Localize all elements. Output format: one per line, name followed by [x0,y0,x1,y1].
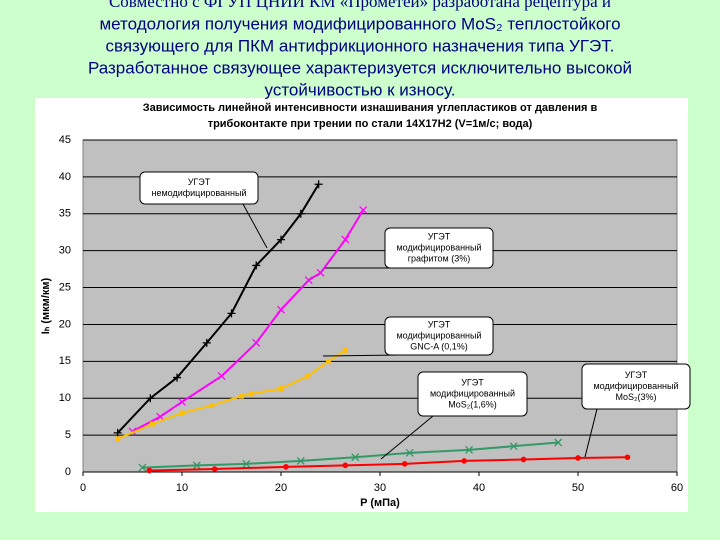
y-tick-label: 45 [59,134,71,146]
callout-box [384,316,494,356]
callout-text: MoS₂(3%) [615,392,656,402]
point [277,235,285,244]
callout-text: УГЭТ [625,370,648,380]
point [296,209,305,218]
x-tick-label: 0 [80,482,86,494]
callout-text: модифицированный [396,330,481,340]
point [278,386,284,392]
callout-text: MoS₂(1,6%) [448,399,497,409]
point [624,454,631,461]
slide-text: Совместно с ФГУП ЦНИИ КМ «Прометей» разр… [109,0,611,11]
point [252,338,261,347]
point [238,393,244,399]
point [211,466,218,472]
callout-text: GNC-A (0,1%) [410,341,468,351]
point [277,305,285,314]
y-tick-label: 25 [59,281,71,293]
point [113,428,122,437]
point [248,391,254,397]
point [316,268,325,277]
point [149,421,155,427]
point [178,397,186,406]
point [351,453,360,462]
chart-title: трибоконтакте при трении по стали 14Х17Н… [208,118,533,130]
line [117,349,346,440]
y-axis-label: Iₕ (мкм/км) [40,277,52,334]
slide-text: связующего для ПКМ антифрикционного назн… [105,36,614,55]
point [465,445,474,454]
line [132,209,365,433]
callout-box [139,171,259,205]
point [252,261,261,270]
point [341,235,350,244]
y-tick-label: 40 [59,171,71,183]
point [461,458,467,464]
point [342,462,349,469]
y-tick-label: 15 [59,355,71,367]
callout-pointer [242,203,268,249]
y-tick-label: 10 [59,392,71,404]
point [217,372,226,381]
x-tick-label: 60 [671,482,683,494]
point [314,180,323,189]
callout-text: немодифицированный [152,188,247,198]
slide-text: методология получения модифицированного … [99,14,620,33]
slide-text: устойчивостью к износу. [265,80,456,99]
point [304,276,313,285]
point [202,338,211,347]
point [242,459,251,468]
callout-text: графитом (3%) [408,253,470,263]
point [283,464,289,470]
x-tick-label: 10 [176,482,188,494]
chart-title: Зависимость линейной интенсивности изнаш… [143,102,598,114]
callout-text: модифицированный [430,388,515,398]
point [575,455,581,461]
point [296,456,305,465]
point [520,456,527,463]
point [173,373,182,382]
point [138,463,147,472]
point [509,442,518,451]
point [179,410,185,416]
callout-text: УГЭТ [188,177,211,187]
point [146,394,155,403]
x-tick-label: 30 [374,482,386,494]
point [326,358,332,364]
callout-text: модифицированный [396,242,481,252]
callout-box [581,363,691,410]
point [115,436,121,442]
callout-text: УГЭТ [461,377,484,387]
slide-text: Разработанное связующее характеризуется … [88,58,632,77]
y-tick-label: 0 [65,466,71,478]
x-tick-label: 20 [275,482,287,494]
y-tick-label: 20 [59,318,71,330]
point [227,309,236,318]
y-tick-label: 35 [59,208,71,220]
y-tick-label: 5 [65,429,71,441]
point [554,438,563,447]
callout-box [417,371,528,417]
point [146,467,153,474]
callout-pointer [584,408,598,458]
point [342,347,348,353]
point [405,448,414,457]
point [156,412,165,421]
callout-text: УГЭТ [428,319,451,329]
callout-pointer [322,354,401,357]
point [192,461,201,470]
callout-box [384,227,494,269]
x-tick-label: 50 [572,482,584,494]
point [305,373,311,379]
point [209,403,215,409]
callout-text: УГЭТ [428,231,451,241]
callout-pointer [380,415,434,460]
point [401,461,408,467]
y-tick-label: 30 [59,245,71,257]
callout-text: модифицированный [593,381,678,391]
point [359,206,368,215]
x-axis-label: P (мПа) [360,497,400,509]
x-tick-label: 40 [473,482,485,494]
